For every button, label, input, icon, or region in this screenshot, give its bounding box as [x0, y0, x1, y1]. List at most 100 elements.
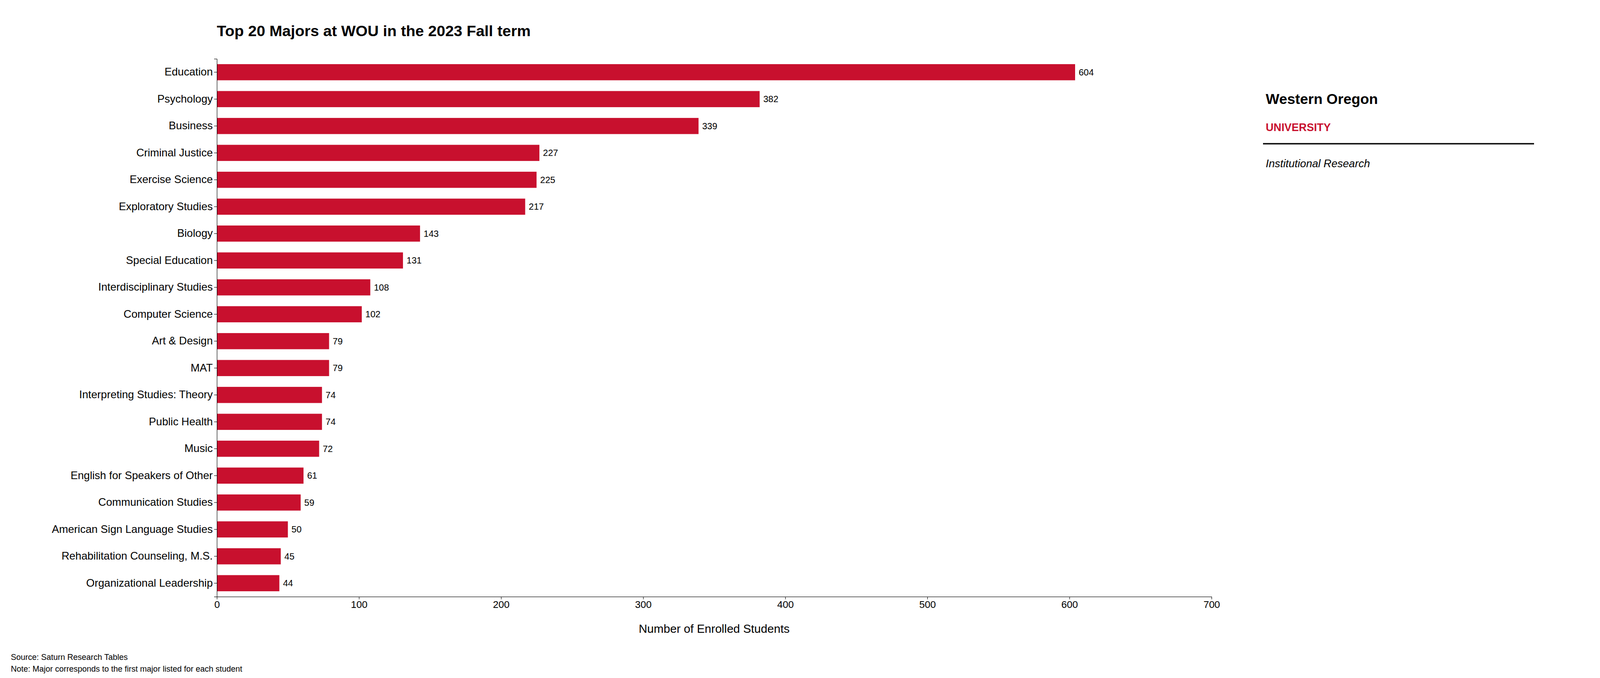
- y-tick-label: Interpreting Studies: Theory: [79, 388, 213, 401]
- y-tick-mark: [214, 394, 217, 395]
- annotation: Note: Major corresponds to the first maj…: [10, 664, 243, 674]
- data-labels: 4445505961727474797910210813114321722522…: [282, 67, 1094, 589]
- y-tick-mark: [214, 528, 217, 530]
- y-tick-mark: [214, 98, 217, 100]
- bar: [216, 305, 362, 323]
- bar: [216, 252, 403, 269]
- y-tick-label: Organizational Leadership: [86, 576, 213, 589]
- data-label: 50: [291, 523, 302, 534]
- x-tick-label: 600: [1061, 598, 1079, 610]
- data-label: 59: [304, 497, 315, 508]
- data-label: 131: [406, 255, 422, 266]
- data-label: 604: [1078, 67, 1094, 78]
- data-label: 339: [701, 121, 717, 131]
- y-tick-label: Music: [184, 441, 213, 454]
- x-tick-label: 100: [350, 598, 368, 610]
- bar: [216, 225, 421, 242]
- annotation: UNIVERSITY: [1265, 121, 1331, 134]
- data-label: 217: [528, 201, 544, 212]
- annotation: Institutional Research: [1265, 157, 1371, 170]
- bar: [216, 440, 319, 457]
- bar: [216, 198, 526, 215]
- bar: [216, 547, 281, 565]
- y-tick: Organizational Leadership: [86, 576, 217, 589]
- y-tick-label: Education: [164, 65, 213, 78]
- y-tick-label: Exercise Science: [129, 173, 213, 186]
- bar: [216, 117, 699, 135]
- y-tick-label: Interdisciplinary Studies: [98, 280, 213, 293]
- x-tick: 400: [776, 596, 794, 610]
- x-tick: 0: [214, 596, 220, 610]
- y-tick-label: Computer Science: [123, 307, 213, 320]
- bar: [216, 494, 301, 511]
- x-tick: 300: [635, 596, 652, 610]
- x-tick: 500: [919, 596, 936, 610]
- data-label: 45: [284, 551, 295, 562]
- data-label: 227: [542, 147, 558, 158]
- data-label: 74: [325, 416, 336, 427]
- y-tick-mark: [214, 555, 217, 557]
- y-tick: Education: [164, 65, 217, 78]
- data-label: 61: [307, 470, 318, 481]
- bar: [216, 279, 371, 296]
- y-tick-label: Exploratory Studies: [118, 200, 213, 213]
- data-label: 74: [325, 389, 336, 400]
- y-tick: Communication Studies: [98, 495, 217, 508]
- x-tick-label: 300: [635, 598, 652, 610]
- x-tick-label: 200: [492, 598, 510, 610]
- y-tick: Special Education: [126, 253, 217, 267]
- bar: [216, 144, 540, 161]
- y-tick-label: Psychology: [157, 92, 213, 105]
- y-tick: Psychology: [157, 92, 217, 105]
- y-tick-label: Criminal Justice: [136, 146, 213, 159]
- y-tick: Criminal Justice: [136, 146, 217, 159]
- bar: [216, 467, 304, 484]
- y-tick: Art & Design: [151, 334, 217, 347]
- y-tick-mark: [214, 71, 217, 73]
- y-tick: Exploratory Studies: [118, 200, 217, 213]
- x-tick-label: 400: [776, 598, 794, 610]
- data-label: 225: [540, 174, 556, 185]
- data-label: 79: [332, 362, 343, 373]
- y-tick: Biology: [177, 226, 217, 239]
- y-tick-label: Business: [168, 119, 213, 132]
- y-tick-mark: [214, 367, 217, 369]
- data-label: 72: [322, 443, 333, 454]
- data-label: 143: [423, 228, 439, 239]
- y-tick-mark: [214, 313, 217, 315]
- data-label: 102: [365, 308, 381, 319]
- bar: [216, 64, 1076, 81]
- y-tick-mark: [214, 340, 217, 342]
- y-tick-mark: [214, 179, 217, 180]
- y-tick-label: Art & Design: [151, 334, 213, 347]
- y-tick-mark: [214, 260, 217, 261]
- y-tick: American Sign Language Studies: [51, 522, 217, 535]
- bars: [216, 64, 1076, 591]
- y-tick-label: Public Health: [149, 415, 213, 428]
- y-tick: Rehabilitation Counseling, M.S.: [61, 549, 217, 562]
- y-tick-mark: [214, 286, 217, 288]
- x-tick: 100: [350, 596, 368, 610]
- y-axis-line: [214, 59, 218, 597]
- y-tick: Business: [168, 119, 217, 132]
- y-tick: Music: [184, 441, 217, 454]
- y-tick-label: MAT: [190, 361, 213, 374]
- x-tick-label: 700: [1203, 598, 1221, 610]
- annotation: Source: Saturn Research Tables: [10, 652, 128, 662]
- y-tick-label: Communication Studies: [98, 495, 213, 508]
- bar: [216, 90, 760, 108]
- y-tick: Interdisciplinary Studies: [98, 280, 217, 293]
- x-axis-title: Number of Enrolled Students: [638, 621, 790, 636]
- data-label: 108: [374, 282, 389, 293]
- y-tick-mark: [214, 475, 217, 476]
- branding-underline: [1263, 143, 1535, 145]
- y-tick-mark: [214, 501, 217, 503]
- y-tick-label: American Sign Language Studies: [51, 522, 213, 535]
- y-tick-label: Biology: [177, 226, 213, 239]
- title: Top 20 Majors at WOU in the 2023 Fall te…: [216, 22, 531, 40]
- y-tick: Public Health: [149, 415, 217, 428]
- y-tick-mark: [214, 152, 217, 154]
- y-tick: English for Speakers of Other: [70, 468, 217, 482]
- chart-svg: 4445505961727474797910210813114321722522…: [0, 0, 1600, 678]
- bar: [216, 520, 288, 538]
